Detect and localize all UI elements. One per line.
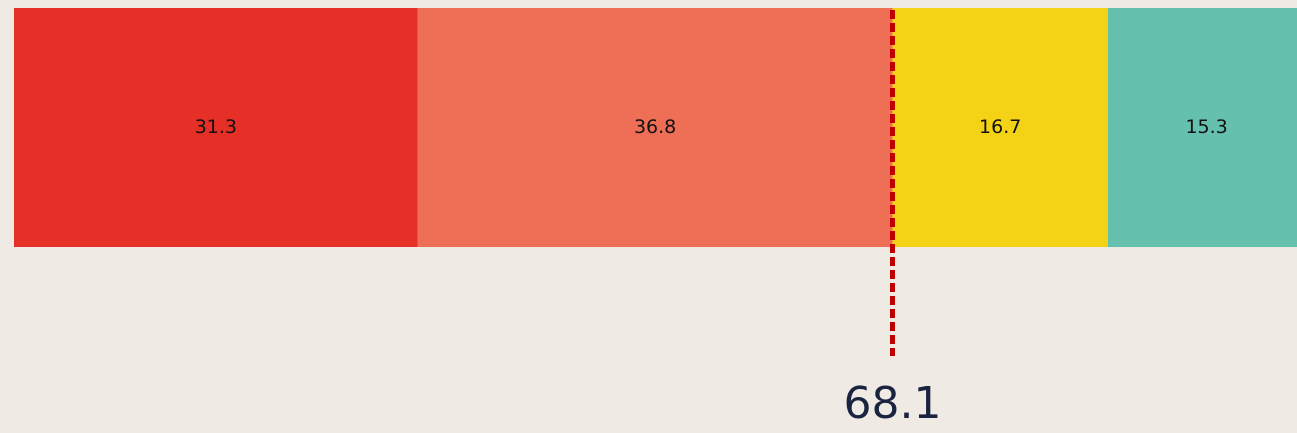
bar-segment (892, 8, 1108, 247)
segment-label: 36.8 (634, 116, 676, 138)
marker-label: 68.1 (844, 378, 942, 429)
segment-label: 15.3 (1185, 116, 1227, 138)
bar-segment (14, 8, 418, 247)
bar-segment (1107, 8, 1297, 247)
segment-label: 31.3 (195, 116, 237, 138)
segment-label: 16.7 (979, 116, 1021, 138)
bar-segment (417, 8, 893, 247)
